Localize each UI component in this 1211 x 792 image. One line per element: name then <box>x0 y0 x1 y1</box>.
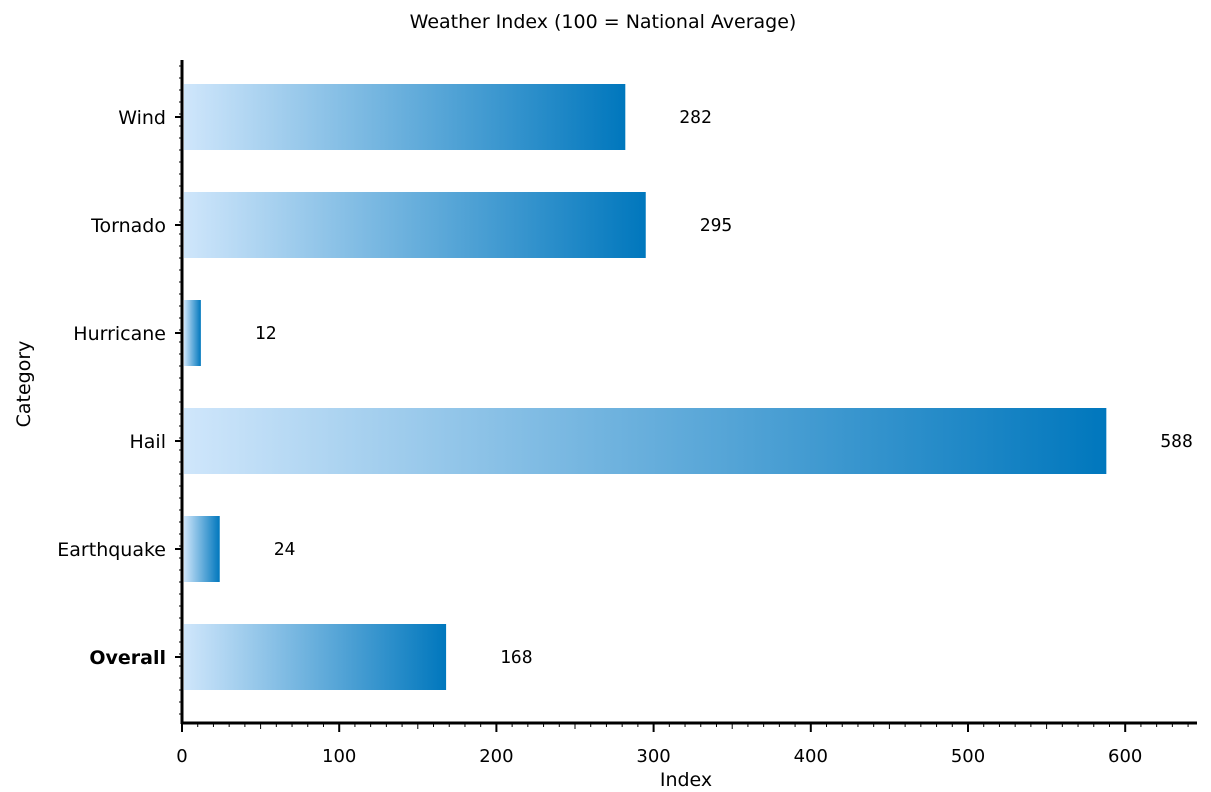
x-tick-label-300: 300 <box>636 746 670 767</box>
data-label-tornado: 295 <box>700 215 733 236</box>
x-tick-label-0: 0 <box>176 746 187 767</box>
x-tick-label-200: 200 <box>479 746 513 767</box>
chart-title: Weather Index (100 = National Average) <box>410 11 797 33</box>
x-tick-label-600: 600 <box>1108 746 1142 767</box>
bar-wind <box>184 84 626 150</box>
category-label-earthquake: Earthquake <box>57 539 166 561</box>
category-label-overall: Overall <box>89 647 166 669</box>
bar-hail <box>184 408 1107 474</box>
y-axis-title: Category <box>13 341 35 428</box>
data-label-hail: 588 <box>1160 431 1193 452</box>
category-label-hurricane: Hurricane <box>73 323 166 345</box>
data-label-earthquake: 24 <box>274 539 296 560</box>
x-tick-label-500: 500 <box>951 746 985 767</box>
data-label-overall: 168 <box>500 647 533 668</box>
x-tick-label-400: 400 <box>794 746 828 767</box>
data-label-hurricane: 12 <box>255 323 277 344</box>
bars-layer <box>184 84 1107 690</box>
category-label-hail: Hail <box>130 431 167 453</box>
bar-overall <box>184 624 447 690</box>
category-label-tornado: Tornado <box>90 215 166 237</box>
x-axis-title: Index <box>660 769 712 791</box>
bar-earthquake <box>184 516 220 582</box>
bar-hurricane <box>184 300 201 366</box>
data-labels-layer: 282 295 12 588 24 168 <box>255 107 1193 668</box>
x-ticks-layer: 0 100 200 300 400 500 600 <box>176 723 1189 767</box>
data-label-wind: 282 <box>679 107 712 128</box>
category-labels-layer: Wind Tornado Hurricane Hail Earthquake Overal… <box>57 65 182 715</box>
x-tick-label-100: 100 <box>322 746 356 767</box>
bar-tornado <box>184 192 646 258</box>
category-label-wind: Wind <box>118 107 166 129</box>
